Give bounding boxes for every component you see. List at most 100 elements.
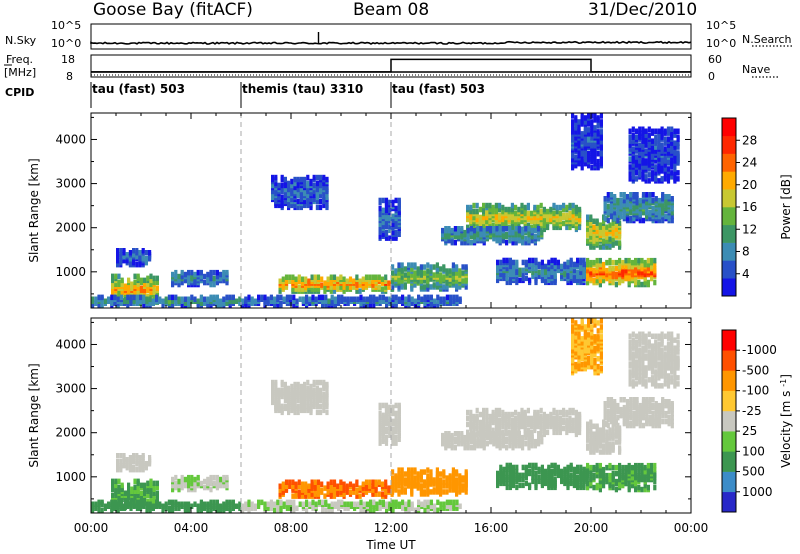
power-cell: [469, 204, 473, 211]
power-cell: [355, 288, 359, 294]
velocity-cell: [326, 489, 330, 495]
velocity-cell: [629, 406, 633, 413]
power-cell: [527, 226, 531, 232]
power-cell: [598, 244, 602, 250]
power-cell: [206, 271, 210, 278]
velocity-cell: [576, 482, 580, 489]
velocity-cell: [433, 503, 437, 509]
power-cell: [384, 274, 388, 280]
power-cell: [273, 296, 277, 302]
power-cell: [524, 235, 528, 242]
power-cell: [132, 259, 136, 266]
velocity-cell: [285, 499, 289, 506]
velocity-cell: [461, 475, 465, 481]
velocity-cell: [199, 480, 203, 487]
velocity-cell: [410, 501, 414, 507]
power-cell: [609, 201, 614, 208]
velocity-cell: [494, 425, 498, 432]
velocity-cell: [508, 472, 512, 479]
velocity-cell: [455, 481, 459, 487]
power-cell: [135, 294, 139, 301]
power-cell: [139, 285, 143, 291]
power-cell: [304, 284, 308, 290]
velocity-cell: [114, 478, 118, 485]
power-cell: [117, 273, 121, 280]
power-cell: [133, 283, 137, 289]
velocity-cell: [637, 468, 641, 475]
velocity-cell: [324, 507, 328, 513]
velocity-cell: [482, 432, 486, 439]
power-cell: [116, 257, 120, 264]
power-cell: [611, 236, 615, 242]
power-cell: [501, 204, 505, 211]
velocity-cell: [97, 507, 101, 513]
power-cell: [616, 209, 620, 216]
velocity-cell: [149, 496, 153, 502]
power-cell: [616, 197, 620, 204]
power-cell: [303, 176, 307, 183]
velocity-cell: [111, 492, 115, 498]
velocity-cell: [177, 501, 181, 507]
velocity-cell: [296, 381, 300, 388]
velocity-cell: [116, 466, 120, 473]
power-cell: [327, 298, 331, 304]
velocity-cell: [145, 507, 149, 513]
velocity-cell: [377, 479, 381, 485]
velocity-cell: [546, 417, 550, 424]
velocity-cell: [269, 499, 273, 506]
velocity-cell: [512, 464, 516, 471]
power-cell: [521, 239, 525, 246]
velocity-cell: [445, 489, 449, 495]
power-cell: [283, 192, 287, 199]
velocity-cell: [521, 472, 525, 479]
velocity-cell: [180, 484, 184, 491]
velocity-cell: [582, 466, 586, 473]
velocity-cell: [469, 419, 473, 426]
velocity-cell: [280, 403, 284, 410]
velocity-cell: [586, 425, 590, 431]
velocity-cell: [542, 421, 546, 428]
power-cell: [183, 271, 187, 278]
velocity-cell: [219, 476, 223, 483]
power-cell: [463, 229, 467, 236]
velocity-cell: [144, 461, 148, 467]
power-cell: [183, 300, 187, 306]
velocity-cell: [667, 404, 671, 411]
velocity-cell: [637, 472, 641, 479]
power-cell: [403, 272, 407, 278]
power-cell: [143, 277, 147, 284]
power-cell: [582, 267, 586, 274]
velocity-cell: [664, 402, 668, 409]
power-cell: [127, 277, 131, 284]
velocity-cell: [278, 483, 282, 489]
velocity-cell: [501, 409, 505, 416]
power-cell: [345, 284, 349, 290]
velocity-cell: [300, 481, 305, 487]
velocity-cell: [469, 444, 473, 451]
power-cell: [391, 294, 395, 301]
power-cell: [634, 265, 638, 272]
velocity-cell: [329, 479, 333, 485]
velocity-cell: [530, 442, 534, 449]
velocity-cell: [453, 444, 457, 451]
velocity-cell: [378, 499, 382, 506]
velocity-cell: [608, 447, 612, 453]
power-cell: [196, 298, 200, 304]
velocity-cell: [657, 422, 662, 429]
power-cell: [348, 284, 353, 290]
velocity-cell: [624, 472, 628, 479]
velocity-cell: [146, 498, 150, 504]
power-cell: [449, 294, 453, 301]
velocity-cell: [586, 472, 590, 479]
power-cell: [526, 210, 530, 217]
velocity-cell: [536, 417, 540, 424]
velocity-cell: [540, 464, 544, 471]
power-cell: [372, 294, 376, 301]
velocity-cell: [117, 484, 121, 491]
velocity-cell: [568, 415, 572, 422]
power-cell: [375, 296, 379, 302]
velocity-cell: [142, 503, 146, 509]
power-cell: [495, 229, 499, 236]
power-cell: [442, 300, 446, 306]
power-cell: [536, 222, 540, 229]
